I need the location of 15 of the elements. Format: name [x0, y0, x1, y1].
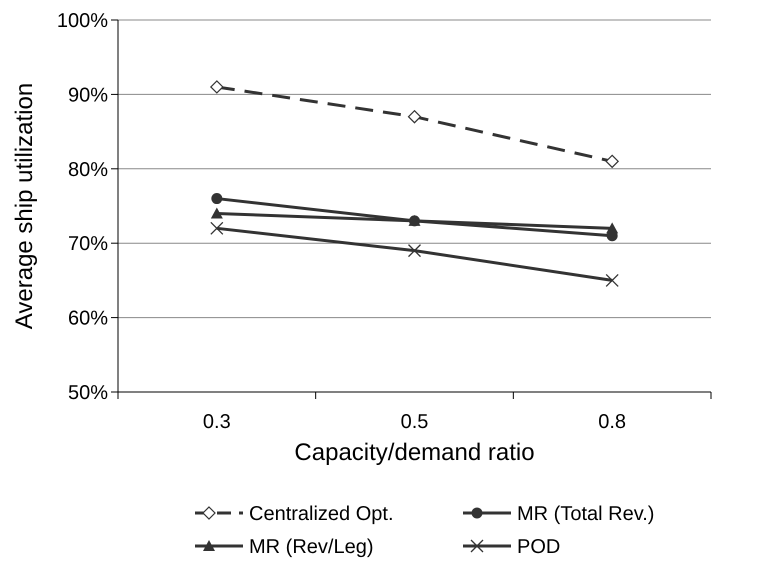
- y-tick-label: 100%: [56, 10, 108, 32]
- legend-label: Centralized Opt.: [249, 503, 394, 525]
- y-tick-label: 70%: [68, 233, 108, 256]
- y-axis-title: Average ship utilization: [11, 82, 38, 330]
- y-tick-label: 60%: [68, 308, 108, 330]
- y-tick-label: 90%: [68, 84, 108, 106]
- legend-label: MR (Total Rev.): [517, 503, 654, 525]
- y-tick-label: 50%: [68, 382, 108, 404]
- legend-label: MR (Rev/Leg): [249, 536, 374, 558]
- x-tick-label: 0.3: [202, 411, 231, 433]
- x-tick-label: 0.8: [598, 411, 626, 433]
- legend-label: POD: [517, 536, 560, 558]
- x-tick-label: 0.5: [400, 411, 428, 433]
- y-tick-label: 80%: [68, 158, 108, 181]
- x-axis-title: Capacity/demand ratio: [294, 439, 535, 466]
